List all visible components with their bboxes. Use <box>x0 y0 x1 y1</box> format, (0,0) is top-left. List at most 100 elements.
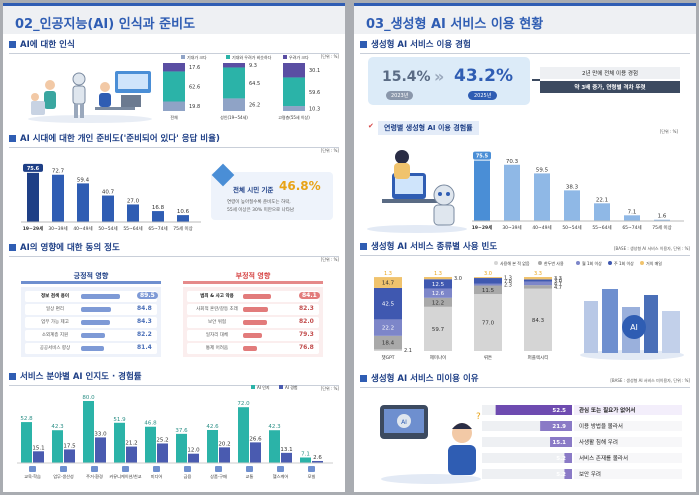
bar-value: 27.0 <box>127 198 140 204</box>
usage-bar <box>594 203 610 221</box>
awareness-value: 80.0 <box>82 395 95 401</box>
reason-label-bg <box>574 469 682 479</box>
category-icon <box>60 466 67 472</box>
reason-value: 21.9 <box>552 424 566 430</box>
frequency-segment <box>424 279 452 289</box>
usage-growth-panel: 15.4% 2023년 » 43.2% 2025년 <box>368 57 530 105</box>
awareness-bar <box>300 457 311 463</box>
positive-impact-header: 긍정적 영향 <box>21 271 161 284</box>
ai-city-illustration: AI <box>580 289 684 360</box>
reason-bar <box>495 405 572 415</box>
readiness-bar <box>52 174 64 222</box>
section-ai-impact: AI의 영향에 대한 동의 정도 [단위 : %] <box>9 242 339 262</box>
usage-bar <box>474 160 490 221</box>
frequency-segment <box>374 335 402 350</box>
robot-people-illustration <box>28 71 152 123</box>
impact-label: 업무 가능 제고 <box>41 320 69 325</box>
segment-label: 9.3 <box>249 63 257 69</box>
callout-value: 46.8% <box>279 179 321 193</box>
category-label: 65~74세 <box>148 225 167 232</box>
impact-label: 사회적 혼란/갈등 초래 <box>196 307 238 312</box>
page-title: 03_생성형 AI 서비스 이용 현황 <box>366 17 544 32</box>
frequency-segment <box>524 281 552 286</box>
segment-label: 11.5 <box>482 288 495 294</box>
category-label: 19~29세 <box>23 225 43 232</box>
experience-value: 25.2 <box>156 437 168 443</box>
category-label: 75세 이상 <box>652 224 672 231</box>
stacked-segment <box>223 67 245 99</box>
section-service-awareness: 서비스 분야별 AI 인지도 · 경험률 [단위 : %] <box>9 371 339 391</box>
bar-value: 22.1 <box>596 197 608 203</box>
bar-value: 16.8 <box>152 205 165 211</box>
reason-label-bg <box>574 421 682 431</box>
frequency-segment <box>474 285 502 295</box>
segment-label: 19.8 <box>189 104 200 110</box>
segment-label: 17.6 <box>189 65 200 71</box>
impact-bar <box>81 346 104 351</box>
category-label: 업무·생산성 <box>53 473 74 480</box>
segment-label: 7.8 <box>504 279 512 285</box>
section-ai-perception: AI에 대한 인식 [단위 : %] <box>9 39 339 59</box>
awareness-bar <box>207 429 218 463</box>
segment-label: 4.7 <box>554 285 562 291</box>
value-2023: 15.4% <box>382 69 431 85</box>
reason-track <box>482 453 572 463</box>
awareness-value: 46.8 <box>144 421 157 427</box>
category-label: 75세 이상 <box>173 225 193 232</box>
awareness-bar <box>269 430 280 463</box>
category-label: 미디어 <box>151 473 163 480</box>
reason-label: 보안 우려 <box>579 470 601 478</box>
bar-value: 38.3 <box>566 184 579 190</box>
experience-value: 17.5 <box>63 443 76 449</box>
reason-value: 52.5 <box>552 408 566 414</box>
section-title: 서비스 분야별 AI 인지도 · 경험률 <box>9 371 142 384</box>
category-label: 50~54세 <box>98 225 117 232</box>
awareness-bar <box>52 430 63 463</box>
impact-value: 89.5 <box>137 292 158 299</box>
group-label: 고령층(55세 이상) <box>278 114 310 120</box>
bar-value: 59.5 <box>536 167 549 173</box>
awareness-value: 7.1 <box>301 451 310 457</box>
bar-value: 70.3 <box>506 159 519 165</box>
readiness-bar <box>27 172 39 222</box>
reason-label-bg <box>574 453 682 463</box>
segment-label: 26.2 <box>249 103 260 109</box>
impact-bar <box>243 294 272 299</box>
value-badge <box>473 151 491 160</box>
category-icon <box>29 466 36 472</box>
experience-value: 20.2 <box>218 441 230 447</box>
frequency-segment <box>524 279 552 282</box>
section-title: AI의 영향에 대한 동의 정도 <box>9 242 120 255</box>
stacked-segment <box>163 71 185 102</box>
frequency-segment <box>474 294 502 351</box>
page-title: 02_인공지능(AI) 인식과 준비도 <box>15 17 196 32</box>
category-icon <box>246 466 253 472</box>
impact-bar <box>81 320 110 325</box>
segment-label: 14.7 <box>382 281 395 287</box>
segment-label: 59.7 <box>432 327 445 333</box>
service-awareness-chart: 52.8 15.1 교육·학습 42.3 17.5 업무·생산성 80.0 33.0 주거·환경… <box>17 395 333 480</box>
impact-value: 76.8 <box>299 344 314 351</box>
segment-label: 42.5 <box>382 302 395 308</box>
readiness-bar <box>177 215 189 222</box>
category-label: 30~39세 <box>48 225 67 232</box>
unit-label: [단위 : %] <box>320 54 339 59</box>
frequency-stacked-chart: 2.1 18.4 22.2 42.5 14.7 1.3 챗GPT 59.7 12.2 12.6 12… <box>374 271 562 361</box>
impact-row: 일자리 대체 79.3 <box>187 330 319 341</box>
awareness-value: 72.0 <box>237 401 250 407</box>
legend-item: 한두번 사용 <box>538 261 564 267</box>
category-label: 30~39세 <box>502 224 521 231</box>
experience-bar <box>33 451 44 463</box>
frequency-segment <box>474 283 502 286</box>
impact-value: 84.8 <box>137 305 152 312</box>
category-icon <box>215 466 222 472</box>
legend-item: 거의 매일 <box>640 261 662 267</box>
category-label: 헬스케어 <box>273 473 289 480</box>
segment-label: 12.2 <box>432 300 444 306</box>
bar-value: 7.1 <box>628 209 637 215</box>
section-title: AI 시대에 대한 개인 준비도('준비되어 있다' 응답 비율) <box>9 133 220 146</box>
section-readiness: AI 시대에 대한 개인 준비도('준비되어 있다' 응답 비율) [단위 : … <box>9 133 339 153</box>
readiness-bar-chart: 75.6 19~29세 72.7 30~39세 59.4 40~49세 40.7 50~54세… <box>21 163 201 232</box>
impact-row: 범죄 & 사고 악용 84.1 <box>187 291 320 302</box>
experience-value: 26.6 <box>249 436 262 442</box>
